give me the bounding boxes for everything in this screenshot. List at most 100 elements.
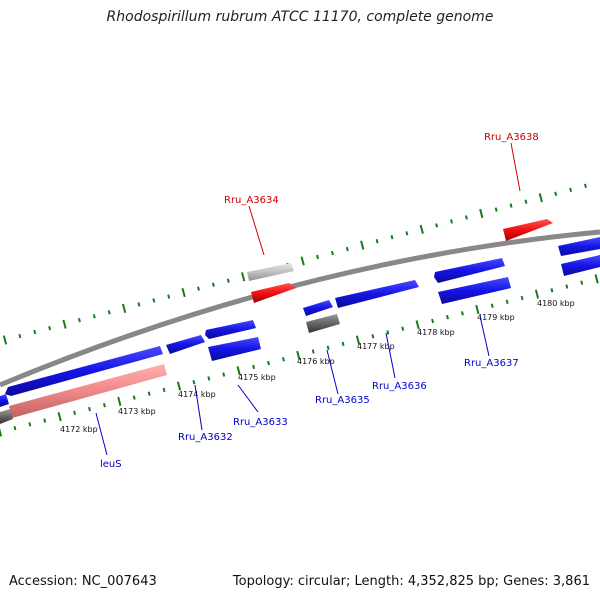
- gene-forward[interactable]: [0, 394, 9, 407]
- gene-pseudo-dark[interactable]: [306, 314, 340, 333]
- genome-backbone: [0, 229, 600, 388]
- tick-mark: [401, 326, 405, 331]
- tick-mark: [524, 199, 528, 204]
- label-leaders: [95, 142, 521, 456]
- tick-mark: [505, 299, 509, 305]
- gene-reverse[interactable]: [561, 255, 600, 276]
- leader-line: [385, 332, 396, 379]
- gene-label-rru-a3633[interactable]: Rru_A3633: [233, 417, 288, 428]
- tick-mark: [341, 341, 345, 347]
- tick-mark: [355, 335, 361, 345]
- tick-mark: [450, 219, 454, 224]
- tick-mark: [475, 304, 480, 315]
- tick-mark: [137, 302, 141, 307]
- tick-mark: [569, 187, 573, 192]
- tick-mark: [102, 403, 106, 408]
- leader-line: [479, 315, 490, 357]
- gene-pseudo-light[interactable]: [247, 263, 294, 281]
- tick-mark: [464, 215, 468, 220]
- tick-mark: [77, 318, 81, 323]
- gene-label-leus[interactable]: leuS: [100, 459, 122, 470]
- tick-mark: [311, 349, 315, 354]
- tick-mark: [345, 246, 349, 252]
- gene-highlight-red[interactable]: [251, 283, 296, 303]
- gene-forward[interactable]: [335, 280, 419, 308]
- tick-mark: [0, 427, 3, 437]
- gene-forward[interactable]: [434, 258, 505, 283]
- kbp-label: 4178 kbp: [417, 328, 455, 337]
- gene-label-rru-a3637[interactable]: Rru_A3637: [464, 358, 519, 369]
- kbp-label: 4180 kbp: [537, 299, 575, 308]
- tick-mark: [594, 274, 599, 284]
- tick-mark: [281, 357, 285, 362]
- tick-mark: [375, 238, 379, 244]
- gene-label-rru-a3634[interactable]: Rru_A3634: [224, 195, 279, 206]
- tick-mark: [494, 207, 498, 212]
- leader-line: [326, 349, 339, 395]
- gene-highlight-red[interactable]: [503, 219, 553, 241]
- tick-mark: [446, 314, 449, 320]
- tick-mark: [405, 231, 409, 236]
- gene-pseudo-dark[interactable]: [0, 409, 13, 424]
- tick-mark: [300, 256, 305, 266]
- tick-mark: [181, 287, 186, 298]
- forward-strand-genes: [5, 219, 600, 396]
- gene-forward[interactable]: [558, 237, 600, 256]
- tick-mark: [162, 387, 166, 393]
- gene-forward[interactable]: [166, 335, 205, 354]
- gene-label-rru-a3636[interactable]: Rru_A3636: [372, 381, 427, 392]
- tick-mark: [236, 366, 241, 376]
- gene-label-rru-a3635[interactable]: Rru_A3635: [315, 395, 370, 406]
- tick-mark: [226, 278, 230, 283]
- tick-mark: [121, 303, 127, 313]
- tick-mark: [241, 272, 246, 282]
- tick-mark: [431, 318, 435, 324]
- tick-mark: [415, 320, 420, 330]
- tick-mark: [584, 183, 587, 189]
- tick-mark: [360, 240, 365, 250]
- tick-mark: [435, 223, 439, 228]
- tick-mark: [43, 418, 47, 423]
- tick-mark: [132, 395, 136, 400]
- gene-pale-highlight[interactable]: [9, 364, 167, 418]
- tick-mark: [371, 334, 375, 339]
- tick-row-upper: [2, 183, 587, 345]
- tick-mark: [509, 203, 513, 208]
- tick-mark: [167, 294, 171, 299]
- kbp-label: 4176 kbp: [297, 357, 335, 366]
- genome-summary-text: Topology: circular; Length: 4,352,825 bp…: [232, 574, 590, 589]
- gene-reverse[interactable]: [208, 337, 261, 361]
- gene-label-rru-a3638[interactable]: Rru_A3638: [484, 132, 539, 143]
- gene-labels: Rru_A3634 Rru_A3638 leuS Rru_A3632 Rru_A…: [100, 132, 539, 470]
- reverse-strand-genes: [0, 255, 600, 424]
- tick-mark: [390, 235, 394, 240]
- leader-line: [510, 142, 521, 192]
- gene-forward[interactable]: [205, 320, 256, 339]
- gene-forward[interactable]: [5, 346, 163, 396]
- tick-mark: [580, 280, 584, 285]
- kbp-label: 4173 kbp: [118, 407, 156, 416]
- tick-row-lower: [0, 274, 599, 437]
- tick-mark: [107, 310, 111, 315]
- gene-reverse[interactable]: [438, 277, 511, 304]
- gene-label-rru-a3632[interactable]: Rru_A3632: [178, 432, 233, 443]
- tick-mark: [211, 282, 215, 287]
- kbp-label: 4177 kbp: [357, 342, 395, 351]
- tick-mark: [62, 319, 67, 329]
- tick-mark: [207, 376, 211, 381]
- tick-mark: [33, 329, 37, 335]
- tick-mark: [316, 254, 320, 260]
- tick-mark: [330, 250, 334, 256]
- tick-mark: [92, 314, 96, 319]
- leader-line: [194, 384, 203, 431]
- leader-line: [95, 412, 108, 456]
- tick-mark: [252, 364, 256, 370]
- accession-text: Accession: NC_007643: [9, 574, 157, 589]
- map-title: Rhodospirillum rubrum ATCC 11170, comple…: [106, 9, 494, 25]
- tick-mark: [538, 193, 543, 203]
- gene-forward[interactable]: [303, 300, 333, 316]
- tick-mark: [534, 289, 540, 299]
- tick-mark: [48, 325, 52, 331]
- tick-mark: [326, 345, 330, 350]
